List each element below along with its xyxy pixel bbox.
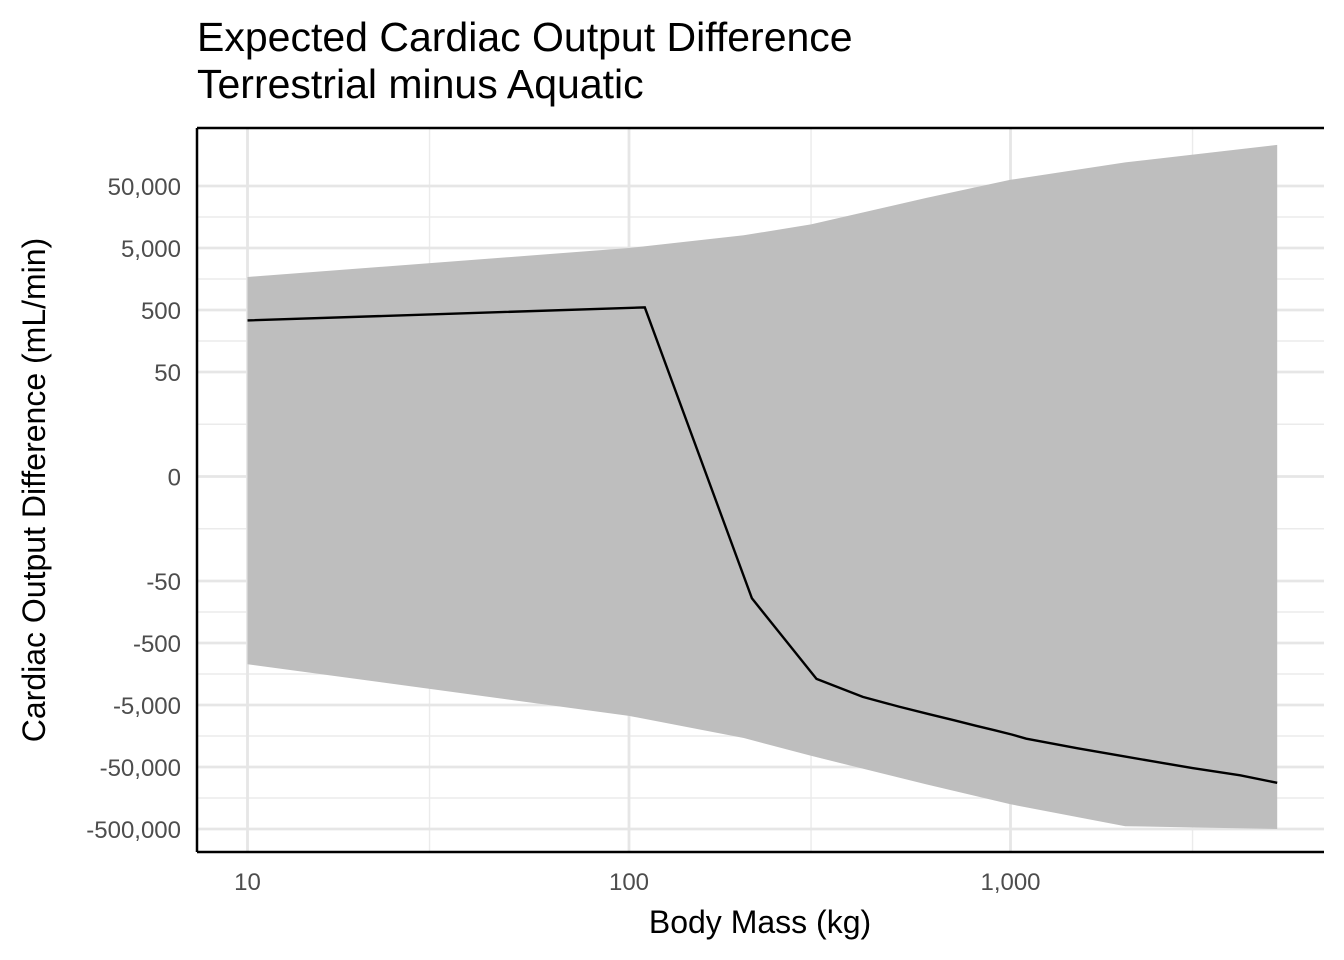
y-tick-label: 50,000 bbox=[108, 174, 181, 201]
y-tick-labels: 50,0005,000500500-50-500-5,000-50,000-50… bbox=[86, 174, 181, 844]
axes bbox=[195, 126, 1324, 854]
chart-title: Expected Cardiac Output Difference bbox=[197, 14, 853, 60]
difference-line bbox=[247, 306, 1278, 784]
x-axis-title: Body Mass (kg) bbox=[649, 904, 871, 940]
confidence-ribbon bbox=[247, 144, 1278, 829]
y-tick-label: 50 bbox=[154, 360, 181, 387]
y-tick-label: -50 bbox=[146, 569, 181, 596]
y-tick-label: -5,000 bbox=[113, 693, 181, 720]
y-tick-label: 5,000 bbox=[121, 236, 181, 263]
y-axis-title: Cardiac Output Difference (mL/min) bbox=[16, 238, 52, 742]
chart-subtitle: Terrestrial minus Aquatic bbox=[197, 61, 644, 107]
x-tick-label: 100 bbox=[609, 869, 649, 896]
y-tick-label: -500,000 bbox=[86, 817, 181, 844]
y-tick-label: -50,000 bbox=[100, 755, 181, 782]
x-tick-label: 1,000 bbox=[980, 869, 1040, 896]
y-tick-label: 500 bbox=[141, 298, 181, 325]
y-tick-label: 0 bbox=[168, 465, 181, 492]
y-tick-label: -500 bbox=[133, 631, 181, 658]
x-tick-label: 10 bbox=[234, 869, 261, 896]
x-tick-labels: 10 100 1,000 bbox=[234, 869, 1040, 896]
